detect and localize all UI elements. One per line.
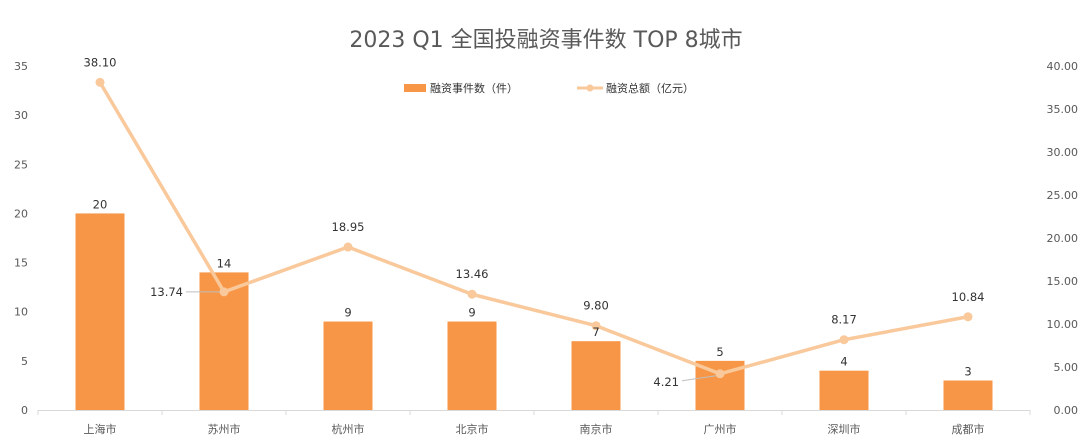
y-left-tick-label: 35 — [14, 60, 28, 73]
x-tick-label: 深圳市 — [828, 422, 861, 436]
line-series — [95, 77, 973, 379]
bar-value-label: 7 — [592, 325, 599, 339]
x-tick-label: 杭州市 — [332, 422, 365, 436]
line-point — [343, 242, 353, 252]
line-value-label: 13.74 — [150, 285, 183, 299]
legend-line-marker — [586, 84, 594, 92]
y-right-tick-label: 35.00 — [1047, 103, 1079, 116]
y-right-tick-label: 40.00 — [1047, 60, 1079, 73]
line-point — [591, 321, 601, 331]
line-point — [963, 312, 973, 322]
x-tick-label: 成都市 — [952, 422, 985, 436]
x-tick-label: 上海市 — [84, 422, 117, 436]
legend-bar-swatch — [404, 84, 426, 92]
bar — [447, 321, 497, 410]
y-right-tick-label: 5.00 — [1054, 361, 1079, 374]
y-left-tick-label: 30 — [14, 109, 28, 122]
y-right-tick-label: 25.00 — [1047, 189, 1079, 202]
y-right-tick-label: 15.00 — [1047, 275, 1079, 288]
bar-value-label: 5 — [716, 345, 723, 359]
line-point — [219, 287, 229, 297]
bar-value-label: 9 — [344, 306, 351, 320]
y-right-tick-label: 20.00 — [1047, 232, 1079, 245]
y-left-tick-label: 20 — [14, 207, 28, 220]
y-left-tick-label: 0 — [21, 404, 28, 417]
bar-value-label: 4 — [840, 355, 847, 369]
bar — [819, 370, 869, 410]
line-value-label: 13.46 — [456, 267, 489, 281]
bar-value-label: 3 — [964, 365, 971, 379]
bar-value-label: 20 — [93, 197, 108, 211]
bar — [323, 321, 373, 410]
y-right-tick-label: 0.00 — [1054, 404, 1079, 417]
line-value-label: 38.10 — [84, 55, 117, 69]
axes: 051015202530350.005.0010.0015.0020.0025.… — [14, 60, 1078, 436]
line-label-leader — [681, 375, 717, 382]
line-point — [839, 335, 849, 345]
line-point — [467, 289, 477, 299]
bar-series — [75, 213, 993, 410]
x-tick-label: 北京市 — [456, 422, 489, 436]
line-point — [715, 369, 725, 379]
y-left-tick-label: 5 — [21, 355, 28, 368]
bar — [75, 213, 125, 410]
bar-value-label: 14 — [217, 256, 232, 270]
legend-bar-label: 融资事件数（件） — [430, 82, 518, 95]
y-left-tick-label: 10 — [14, 306, 28, 319]
legend: 融资事件数（件） 融资总额（亿元） — [404, 81, 694, 95]
y-left-tick-label: 15 — [14, 257, 28, 270]
legend-line-label: 融资总额（亿元） — [606, 81, 694, 95]
y-left-tick-label: 25 — [14, 158, 28, 171]
line-value-label: 9.80 — [583, 299, 609, 313]
bar-value-label: 9 — [468, 306, 475, 320]
line-point — [95, 77, 105, 87]
y-right-tick-label: 10.00 — [1047, 318, 1079, 331]
data-labels: 20 14 9 9 7 5 4 3 38.10 13.74 18.95 13.46 9.80 4.21 8.… — [84, 55, 985, 388]
x-tick-label: 南京市 — [580, 422, 613, 436]
line-path — [98, 81, 969, 376]
line-value-label: 4.21 — [653, 375, 679, 389]
y-right-tick-label: 30.00 — [1047, 146, 1079, 159]
chart-title: 2023 Q1 全国投融资事件数 TOP 8城市 — [349, 28, 742, 53]
bar — [943, 380, 993, 410]
x-tick-label: 苏州市 — [208, 422, 241, 436]
bar — [571, 341, 621, 410]
line-value-label: 18.95 — [332, 220, 365, 234]
line-value-label: 10.84 — [952, 290, 985, 304]
x-tick-label: 广州市 — [704, 422, 737, 436]
line-value-label: 8.17 — [831, 313, 857, 327]
